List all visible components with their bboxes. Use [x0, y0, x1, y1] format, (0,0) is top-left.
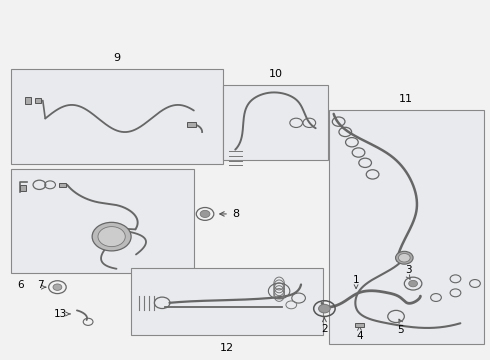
- Text: 4: 4: [356, 331, 363, 341]
- Bar: [187, 122, 196, 127]
- Text: 13: 13: [54, 309, 67, 319]
- Text: 3: 3: [405, 265, 412, 275]
- Text: 10: 10: [269, 69, 282, 79]
- Bar: [355, 323, 364, 327]
- Text: 11: 11: [399, 94, 413, 104]
- Bar: [130, 267, 323, 336]
- Text: 1: 1: [353, 275, 359, 285]
- Circle shape: [53, 284, 62, 291]
- Bar: [329, 111, 484, 344]
- Text: 9: 9: [114, 53, 121, 63]
- Bar: [20, 185, 26, 191]
- Bar: [223, 85, 328, 160]
- Circle shape: [98, 226, 125, 247]
- Bar: [25, 97, 31, 104]
- Text: 6: 6: [18, 280, 24, 291]
- Bar: [59, 183, 66, 187]
- Text: 2: 2: [321, 318, 328, 334]
- Bar: [11, 169, 194, 273]
- Circle shape: [409, 280, 417, 287]
- Text: 12: 12: [220, 342, 234, 352]
- Bar: [11, 69, 223, 164]
- Text: 8: 8: [220, 209, 239, 219]
- Bar: [35, 98, 41, 103]
- Circle shape: [92, 222, 131, 251]
- Circle shape: [200, 210, 210, 217]
- Text: 7: 7: [37, 280, 44, 291]
- Circle shape: [398, 253, 410, 262]
- Text: 5: 5: [397, 325, 404, 335]
- Circle shape: [318, 304, 330, 313]
- Circle shape: [395, 251, 413, 264]
